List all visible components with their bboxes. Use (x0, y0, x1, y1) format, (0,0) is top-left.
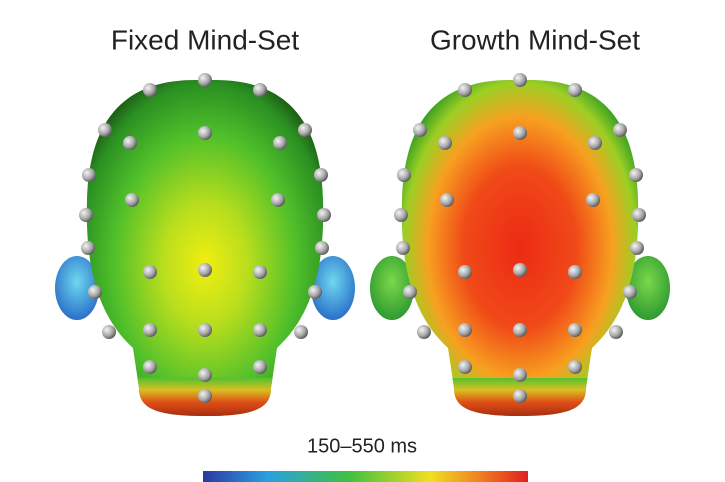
electrode (143, 265, 157, 279)
electrode (632, 208, 646, 222)
electrode (403, 285, 417, 299)
electrode (513, 263, 527, 277)
electrode (630, 241, 644, 255)
electrode (198, 368, 212, 382)
electrode (438, 136, 452, 150)
electrode (294, 325, 308, 339)
electrode (308, 285, 322, 299)
electrode (143, 323, 157, 337)
electrode (568, 360, 582, 374)
colorbar-label: 150–550 ms (307, 435, 417, 457)
electrode (315, 241, 329, 255)
electrode (143, 360, 157, 374)
ear (55, 256, 99, 320)
electrode (198, 263, 212, 277)
electrode (513, 368, 527, 382)
electrode (123, 136, 137, 150)
electrode (458, 83, 472, 97)
electrode (458, 265, 472, 279)
electrode (298, 123, 312, 137)
electrode (253, 83, 267, 97)
electrode (458, 360, 472, 374)
electrode (82, 168, 96, 182)
electrode (513, 389, 527, 403)
ear (311, 256, 355, 320)
electrode (613, 123, 627, 137)
electrode (198, 73, 212, 87)
electrode (143, 83, 157, 97)
electrode (396, 241, 410, 255)
electrode (513, 73, 527, 87)
electrode (102, 325, 116, 339)
electrode (273, 136, 287, 150)
electrode (253, 360, 267, 374)
electrode (568, 323, 582, 337)
electrode (198, 323, 212, 337)
electrode (81, 241, 95, 255)
electrode (198, 389, 212, 403)
ear (626, 256, 670, 320)
electrode (397, 168, 411, 182)
electrode (88, 285, 102, 299)
panel-title: Fixed Mind-Set (111, 24, 300, 55)
ear (370, 256, 414, 320)
electrode (568, 265, 582, 279)
head-map (55, 73, 355, 416)
electrode (253, 323, 267, 337)
electrode (609, 325, 623, 339)
electrode (513, 323, 527, 337)
electrode (417, 325, 431, 339)
electrode (198, 126, 212, 140)
electrode (317, 208, 331, 222)
head-map (370, 73, 670, 416)
electrode (440, 193, 454, 207)
colorbar (203, 471, 528, 482)
electrode (79, 208, 93, 222)
electrode (623, 285, 637, 299)
electrode (458, 323, 472, 337)
electrode (314, 168, 328, 182)
electrode (271, 193, 285, 207)
electrode (253, 265, 267, 279)
panel-title: Growth Mind-Set (430, 24, 640, 55)
electrode (629, 168, 643, 182)
electrode (586, 193, 600, 207)
electrode (513, 126, 527, 140)
electrode (98, 123, 112, 137)
electrode (125, 193, 139, 207)
electrode (588, 136, 602, 150)
electrode (413, 123, 427, 137)
electrode (394, 208, 408, 222)
electrode (568, 83, 582, 97)
